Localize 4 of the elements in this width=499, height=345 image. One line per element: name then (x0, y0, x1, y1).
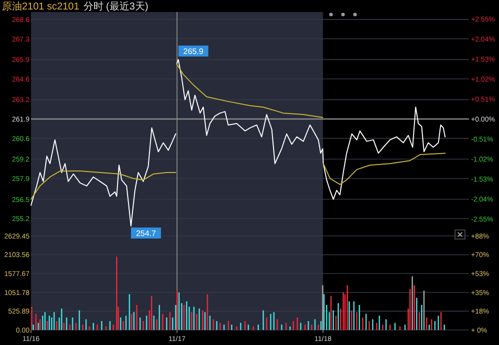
annotation: 254.7 (136, 228, 157, 238)
chart-title: 原油2101 sc2101 (2, 0, 80, 12)
annotation: 265.9 (183, 46, 204, 56)
chart-subtitle: 分时 (最近3天) (83, 0, 148, 12)
